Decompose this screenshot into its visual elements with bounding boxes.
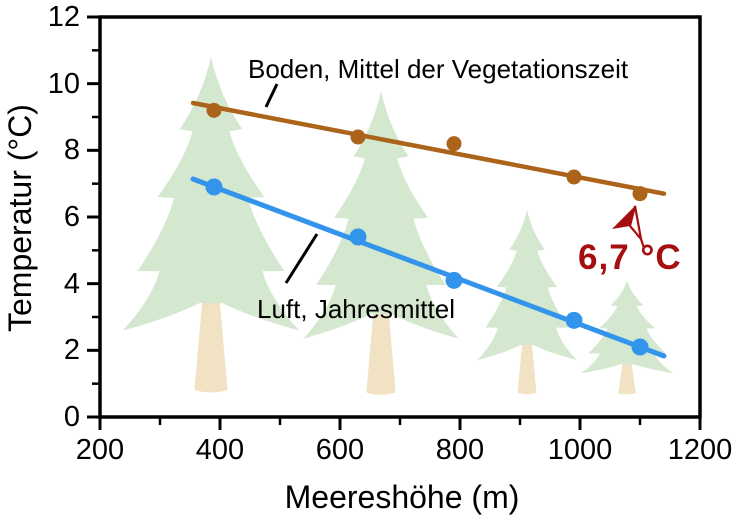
data-point-boden <box>632 186 648 202</box>
annotation-arrow-icon <box>612 205 646 249</box>
x-tick-label: 600 <box>315 434 365 466</box>
data-point-boden <box>206 102 222 118</box>
y-tick-label: 12 <box>47 1 80 33</box>
series-label-boden: Boden, Mittel der Vegetationszeit <box>248 54 629 84</box>
data-point-luft <box>565 311 583 329</box>
y-tick-label: 2 <box>63 334 80 367</box>
data-point-luft <box>349 228 367 246</box>
data-point-boden <box>350 129 366 145</box>
x-tick-label: 1000 <box>547 434 613 466</box>
x-axis-title: Meereshöhe (m) <box>284 479 520 515</box>
x-tick-label: 400 <box>195 434 245 466</box>
trend-line-boden <box>190 100 667 196</box>
x-tick-label: 800 <box>435 434 485 466</box>
annotation-value-label: 6,7 °C <box>578 238 682 277</box>
y-tick-label: 0 <box>63 401 80 433</box>
data-series-layer <box>190 100 667 359</box>
y-tick-label: 6 <box>63 201 80 233</box>
y-tick-label: 4 <box>63 267 80 300</box>
x-tick-label: 200 <box>75 434 125 466</box>
data-point-boden <box>446 136 462 152</box>
x-tick-label: 1200 <box>667 434 733 466</box>
y-tick-label: 8 <box>63 134 80 167</box>
data-point-boden <box>566 169 582 185</box>
trend-line-luft <box>190 176 667 359</box>
data-point-luft <box>445 271 463 289</box>
pine-tree-icon <box>580 281 674 395</box>
series-label-luft: Luft, Jahresmittel <box>257 294 455 324</box>
pine-tree-icon <box>303 91 459 395</box>
plot-frame <box>98 15 702 419</box>
y-tick-label: 10 <box>47 67 80 100</box>
data-point-luft <box>205 178 223 196</box>
forest-decoration <box>122 57 674 395</box>
boden-label-callout-line <box>264 83 279 108</box>
luft-label-callout-line <box>284 233 319 284</box>
data-point-luft <box>631 338 649 356</box>
